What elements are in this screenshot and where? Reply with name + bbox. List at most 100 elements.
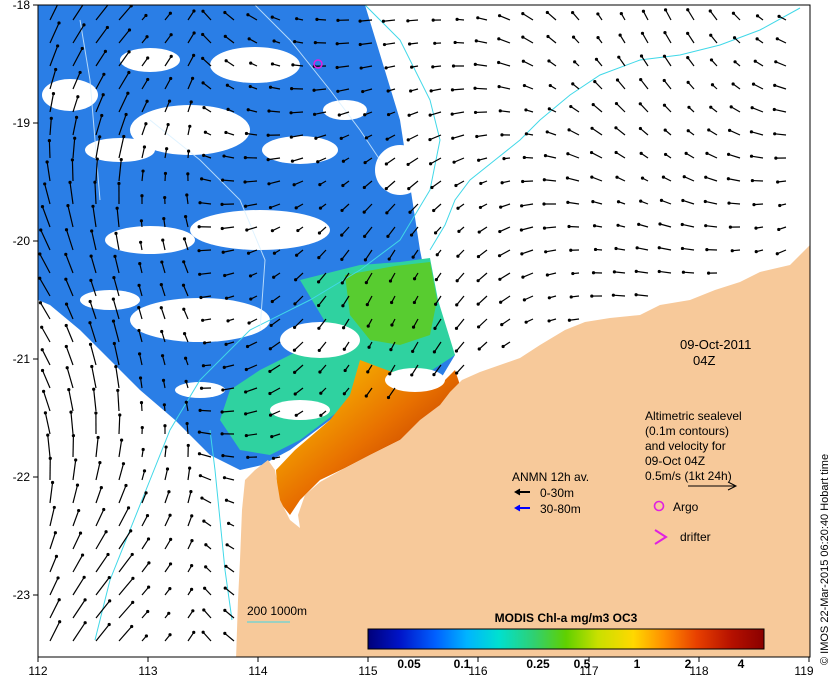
velocity-arrow [187, 10, 195, 21]
velocity-arrow-head [144, 13, 148, 18]
velocity-arrow-head [477, 158, 481, 162]
velocity-arrow-head [451, 136, 455, 140]
velocity-arrow-head [246, 251, 251, 255]
velocity-arrow-head [450, 112, 454, 116]
velocity-arrow-head [432, 208, 436, 213]
velocity-arrow-head [192, 53, 196, 58]
velocity-arrow-head [190, 76, 195, 80]
velocity-arrow-head [473, 62, 477, 66]
velocity-arrow-head [727, 201, 731, 205]
velocity-arrow [199, 202, 212, 205]
velocity-arrow [456, 295, 465, 306]
velocity-arrow-head [272, 39, 276, 43]
velocity-arrow-head [202, 608, 206, 612]
velocity-arrow [47, 435, 51, 458]
velocity-arrow-head [92, 387, 96, 391]
velocity-arrow-head [220, 202, 224, 206]
velocity-arrow [664, 32, 672, 44]
velocity-arrow-head [474, 39, 478, 43]
velocity-arrow-head [591, 271, 596, 275]
velocity-arrow-head [340, 257, 344, 261]
time-label: 04Z [693, 353, 715, 368]
velocity-arrow [118, 626, 133, 642]
velocity-arrow-head [593, 247, 598, 252]
velocity-arrow-head [521, 35, 525, 39]
velocity-arrow [386, 157, 396, 165]
velocity-arrow [364, 226, 373, 237]
velocity-arrow-head [755, 37, 759, 41]
velocity-arrow [187, 515, 193, 527]
velocity-arrow-head [729, 105, 733, 109]
velocity-arrow [138, 330, 143, 343]
velocity-arrow-head [203, 586, 207, 590]
velocity-arrow [365, 387, 373, 397]
velocity-arrow [591, 152, 603, 159]
velocity-arrow [499, 272, 511, 280]
velocity-arrow [478, 341, 488, 350]
velocity-arrow [363, 180, 373, 188]
velocity-arrow-head [146, 609, 150, 614]
velocity-arrow-head [596, 35, 600, 40]
velocity-arrow [314, 88, 327, 91]
drifter-legend-label: drifter [680, 530, 711, 544]
velocity-arrow-head [750, 106, 754, 110]
velocity-arrow-head [615, 175, 619, 179]
velocity-arrow [224, 272, 235, 277]
velocity-arrow-head [107, 575, 111, 580]
anmn-shallow-label: 0-30m [540, 486, 574, 500]
velocity-arrow-head [590, 126, 594, 130]
y-tick-label: -22 [13, 470, 31, 484]
velocity-arrow-head [64, 228, 69, 232]
velocity-arrow-head [127, 70, 131, 75]
velocity-arrow-head [682, 175, 686, 179]
velocity-arrow-head [126, 91, 130, 95]
velocity-arrow [68, 389, 74, 412]
velocity-arrow-head [774, 156, 778, 160]
velocity-arrow-head [186, 172, 190, 176]
velocity-arrow [115, 233, 120, 251]
velocity-arrow-head [502, 157, 506, 161]
velocity-arrow [522, 272, 534, 278]
velocity-arrow-head [686, 8, 690, 12]
velocity-arrow-head [244, 131, 249, 136]
velocity-arrow [641, 55, 649, 67]
velocity-arrow [452, 134, 465, 139]
velocity-arrow-head [545, 273, 549, 277]
velocity-arrow-head [705, 151, 709, 155]
velocity-arrow [222, 410, 235, 413]
velocity-arrow [199, 249, 212, 252]
velocity-arrow-head [58, 620, 62, 624]
velocity-arrow-head [501, 344, 505, 349]
velocity-arrow-head [267, 109, 271, 113]
velocity-arrow [89, 344, 97, 366]
velocity-arrow [118, 136, 125, 159]
velocity-arrow [268, 180, 281, 185]
velocity-arrow [161, 355, 166, 366]
velocity-arrow-head [198, 474, 202, 478]
velocity-arrow-head [384, 162, 388, 166]
velocity-arrow-head [708, 9, 712, 13]
velocity-arrow-head [732, 36, 737, 40]
velocity-arrow-head [192, 630, 196, 635]
velocity-arrow-head [542, 178, 546, 182]
velocity-arrow [72, 576, 85, 596]
velocity-arrow-head [166, 122, 170, 127]
velocity-arrow [706, 152, 718, 159]
velocity-arrow-head [290, 87, 294, 91]
velocity-arrow [95, 600, 111, 619]
velocity-arrow-head [497, 37, 501, 41]
velocity-arrow-head [129, 5, 133, 8]
velocity-arrow-head [204, 543, 208, 547]
velocity-arrow-head [681, 198, 685, 203]
velocity-arrow-head [473, 110, 478, 115]
velocity-arrow-head [500, 323, 504, 327]
velocity-arrow [40, 229, 51, 251]
velocity-arrow-head [145, 35, 149, 39]
velocity-arrow [65, 229, 74, 251]
velocity-arrow-head [497, 60, 501, 65]
velocity-arrow-head [704, 224, 708, 228]
velocity-arrow-head [453, 40, 457, 45]
velocity-arrow-head [124, 112, 128, 117]
velocity-arrow-head [385, 211, 389, 215]
x-tick-label: 117 [579, 664, 598, 678]
